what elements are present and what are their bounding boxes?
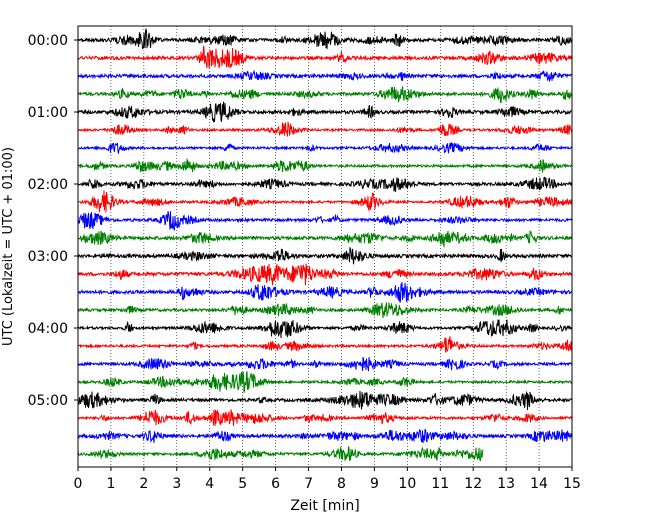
x-tick-label: 11 xyxy=(431,476,449,492)
x-tick-label: 8 xyxy=(337,476,346,492)
seismogram-trace: 01:30 xyxy=(77,142,573,155)
x-tick-label: 3 xyxy=(172,476,181,492)
seismogram-trace: 04:30 xyxy=(77,357,573,372)
plot-area xyxy=(78,26,572,467)
seismogram-trace: 00:15 xyxy=(77,45,573,69)
seismogram-trace: 02:15 xyxy=(77,190,573,213)
x-tick-label: 10 xyxy=(398,476,416,492)
y-tick-label: 02:00 xyxy=(28,177,68,193)
x-tick-label: 6 xyxy=(271,476,280,492)
seismogram-trace: 00:00 xyxy=(77,27,573,50)
seismogram-trace: 00:45 xyxy=(77,86,573,104)
y-tick-label: 01:00 xyxy=(28,105,68,121)
y-axis-ticks: 00:00 01:00 02:00 03:00 04:00 05:00 xyxy=(28,33,78,409)
x-tick-label: 14 xyxy=(530,476,548,492)
plot-frame xyxy=(77,25,573,468)
x-tick-label: 9 xyxy=(370,476,379,492)
y-tick-label: 04:00 xyxy=(28,321,68,337)
seismogram-trace: 01:15 xyxy=(77,121,573,137)
y-tick-label: 03:00 xyxy=(28,249,68,265)
x-tick-label: 2 xyxy=(139,476,148,492)
seismogram-trace: 03:15 xyxy=(77,263,573,286)
x-tick-label: 13 xyxy=(497,476,515,492)
y-axis-label: UTC (Lokalzeit = UTC + 01:00) xyxy=(1,147,16,346)
seismogram-trace: 05:15 xyxy=(77,409,573,427)
seismogram-trace: 05:00 xyxy=(77,390,573,410)
x-tick-label: 15 xyxy=(563,476,581,492)
seismogram-trace: 00:30 xyxy=(77,69,573,82)
x-tick-label: 5 xyxy=(238,476,247,492)
seismogram-trace: 02:30 xyxy=(77,211,573,231)
x-axis-ticks: 0 1 2 3 4 5 6 7 8 9 10 11 12 13 14 15 xyxy=(74,467,581,492)
x-tick-label: 12 xyxy=(464,476,482,492)
seismogram-trace: 05:45 xyxy=(77,446,484,462)
y-tick-label: 00:00 xyxy=(28,33,68,49)
y-tick-label: 05:00 xyxy=(28,393,68,409)
x-tick-label: 4 xyxy=(205,476,214,492)
seismogram-trace: 03:00 xyxy=(77,246,573,265)
seismogram-trace: 01:45 xyxy=(77,158,573,173)
seismogram-trace: 04:15 xyxy=(77,336,573,353)
seismogram-trace: 03:30 xyxy=(77,281,573,303)
seismogram-trace: 02:45 xyxy=(77,229,573,248)
x-axis-label: Zeit [min] xyxy=(290,498,359,514)
seismogram-trace: 05:30 xyxy=(77,428,573,444)
seismogram-trace: 01:00 xyxy=(77,101,573,124)
seismogram-trace: 03:45 xyxy=(77,302,573,319)
x-tick-label: 1 xyxy=(106,476,115,492)
seismogram-trace: 04:45 xyxy=(77,371,573,393)
x-tick-label: 0 xyxy=(74,476,83,492)
seismogram-trace: 04:00 xyxy=(77,319,573,339)
seismogram-trace: 02:00 xyxy=(77,176,573,192)
x-tick-label: 7 xyxy=(304,476,313,492)
